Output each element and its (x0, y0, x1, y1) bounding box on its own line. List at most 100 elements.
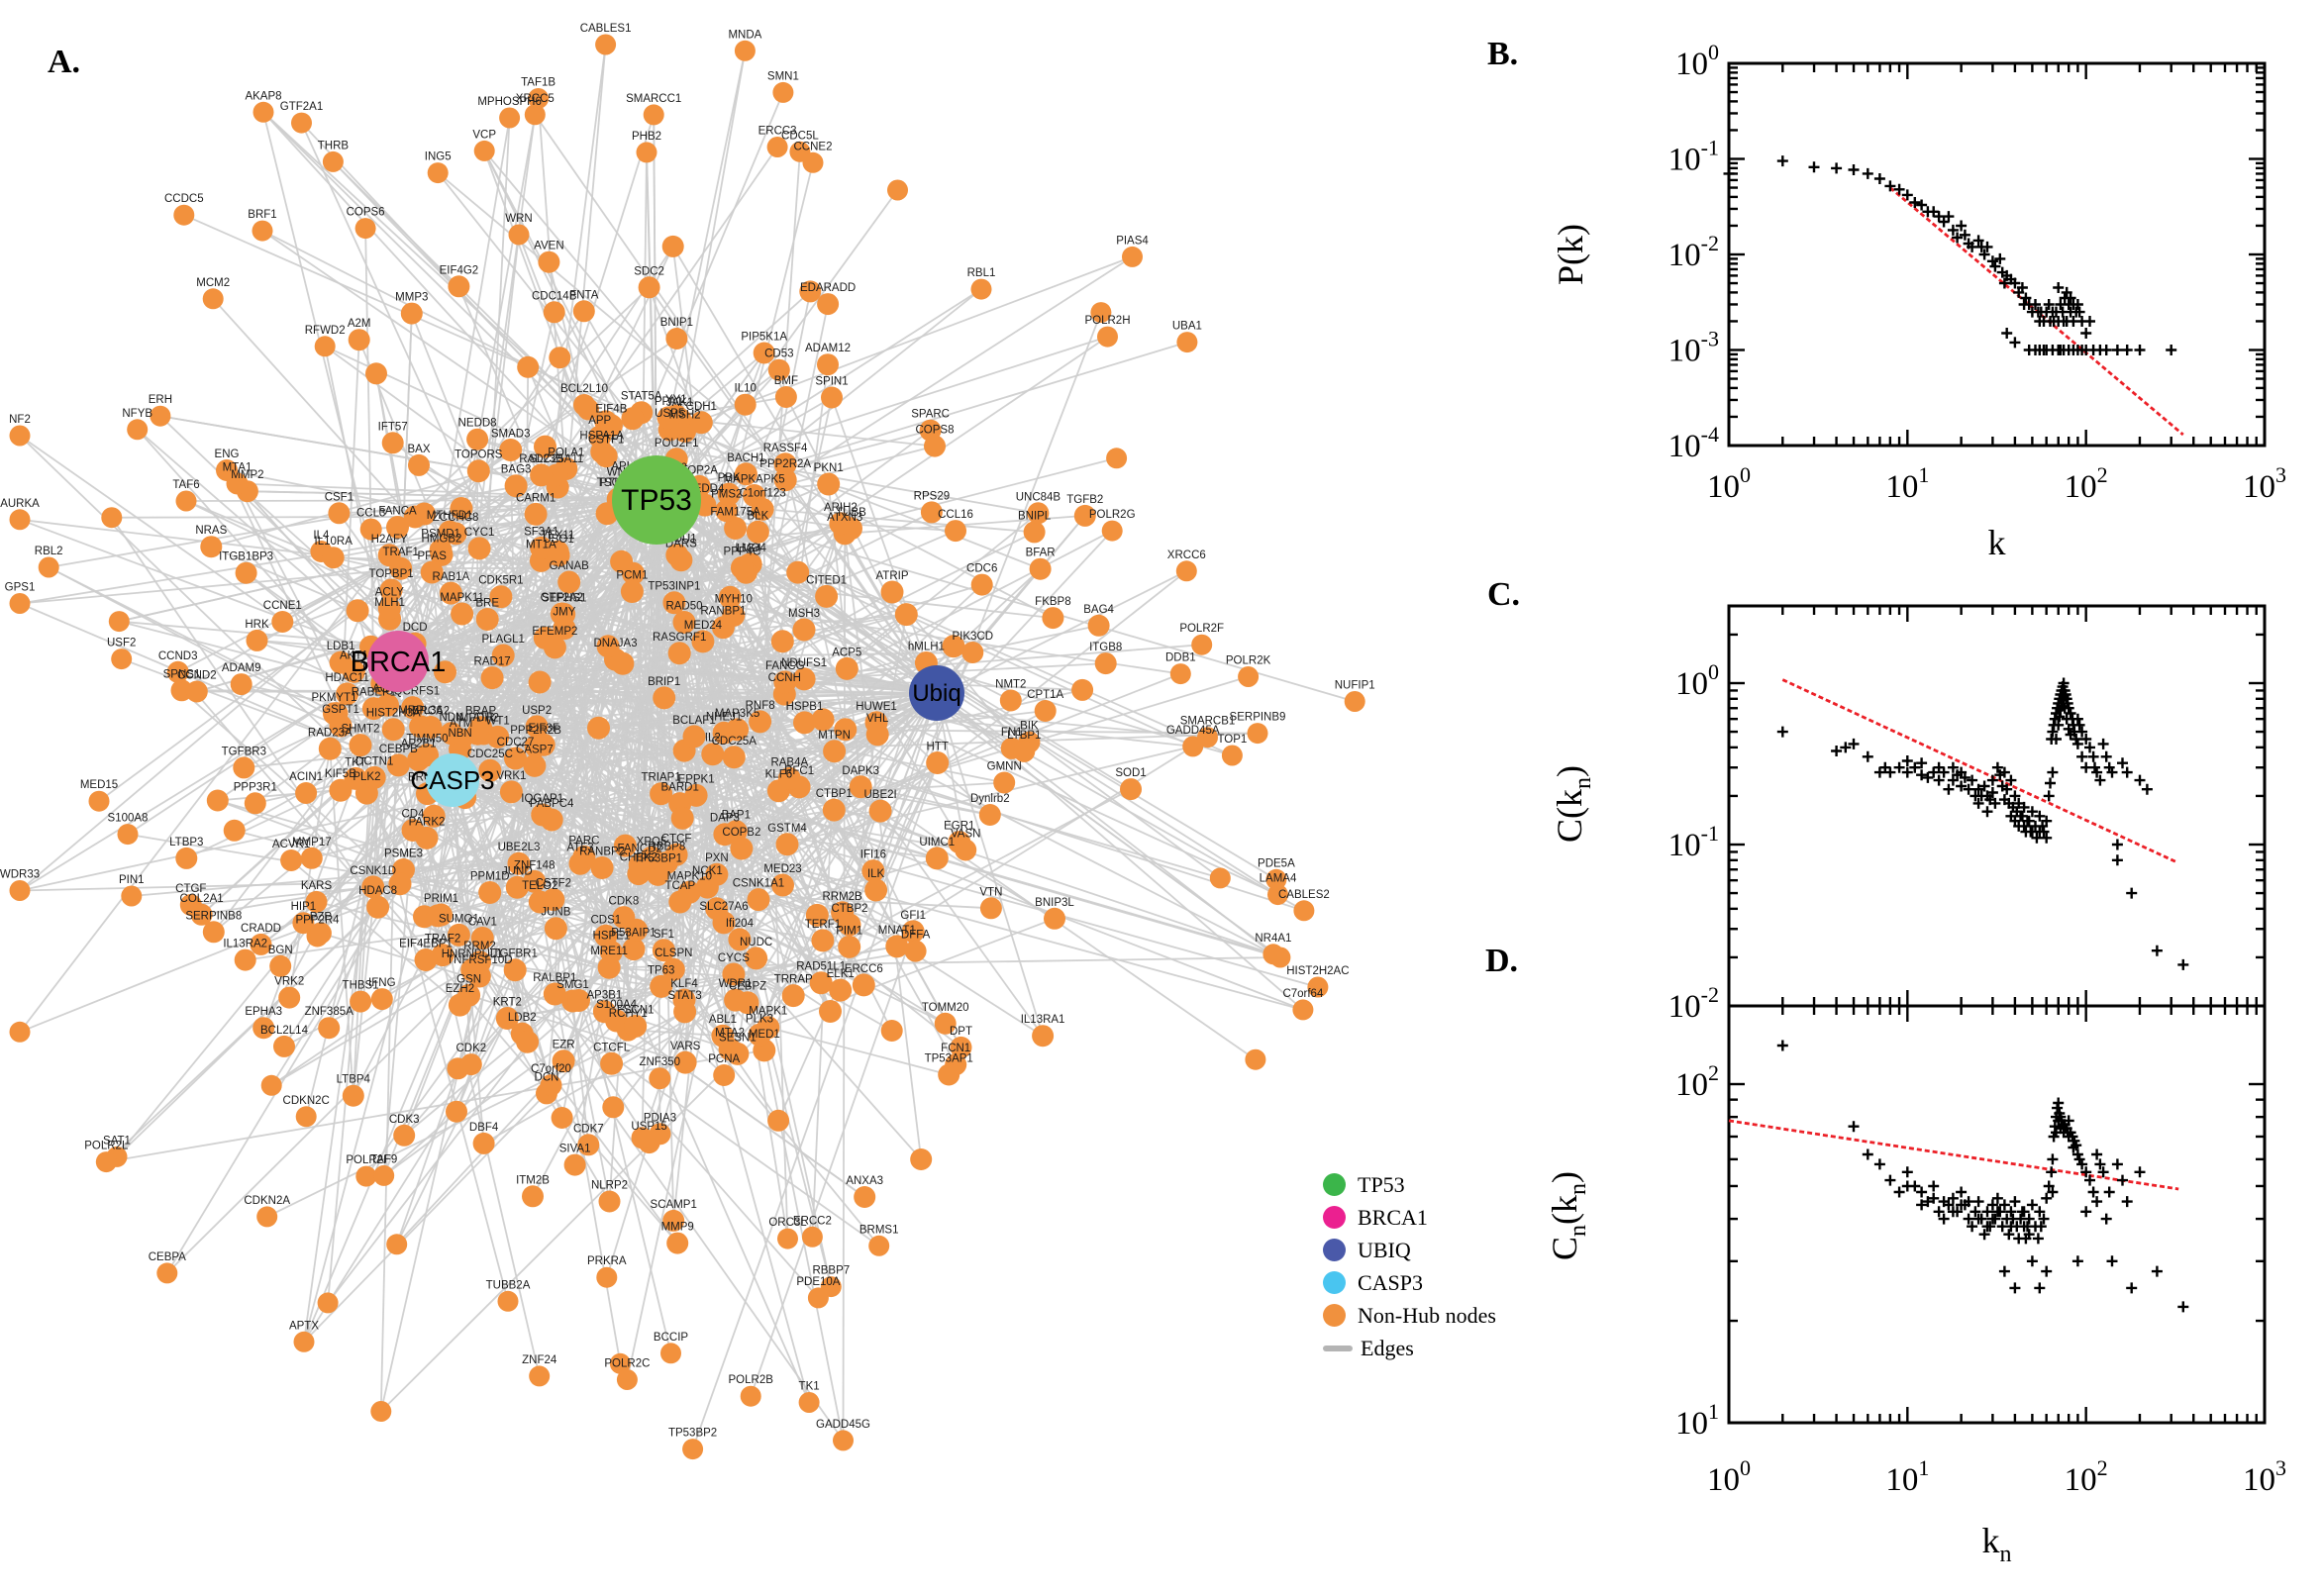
network-node-label: TP53BP1 (634, 852, 682, 864)
network-node-label: PARK2 (409, 816, 446, 828)
network-node-label: KRT2 (493, 997, 522, 1009)
network-node-label: POLR2C (604, 1358, 650, 1370)
network-node (459, 1053, 482, 1076)
network-node (420, 560, 444, 584)
network-node (838, 935, 861, 958)
network-node (945, 520, 966, 543)
network-node-label: MMP3 (395, 292, 428, 304)
network-node-label: GSN (456, 973, 481, 985)
network-node-label: CDC27 (497, 737, 535, 748)
network-node (734, 393, 757, 416)
legend-item: Non-Hub nodes (1323, 1299, 1496, 1332)
network-node (656, 406, 680, 430)
network-node-label: BCL2L14 (260, 1025, 309, 1037)
network-node (910, 1148, 933, 1170)
network-node-label: IQGAP1 (521, 793, 563, 805)
network-node-label: LTBP3 (169, 837, 203, 848)
network-node-label: KARS (301, 880, 333, 892)
network-node (166, 660, 189, 683)
network-node-label: RABEP1 (352, 687, 396, 699)
network-node (600, 1051, 624, 1075)
network-node-label: TKT (345, 756, 366, 768)
x-tick-label: 100 (1707, 1455, 1751, 1498)
network-node (300, 847, 323, 869)
network-node (451, 602, 474, 626)
network-node (226, 472, 249, 495)
network-node (798, 1392, 820, 1413)
network-node-label: PBK (718, 472, 741, 484)
network-node (530, 536, 554, 559)
y-tick-label: 10-2 (1668, 231, 1719, 273)
network-node-label: PIN1 (119, 874, 145, 886)
network-node-label: MAP3K5 (715, 708, 759, 720)
network-node-label: Ifi204 (726, 918, 755, 930)
network-node-label: RAB4A (770, 756, 808, 768)
network-node-label: POLR2K (1226, 655, 1271, 667)
network-node (370, 1401, 392, 1422)
network-node-label: TIMM50 (406, 734, 448, 746)
network-node (730, 837, 754, 860)
network-node-label: POLR2B (729, 1374, 774, 1386)
network-node (650, 974, 673, 998)
network-node (636, 142, 657, 163)
network-node (348, 329, 370, 351)
network-node (495, 1007, 519, 1030)
network-node-label: SPNS1 (163, 668, 201, 680)
network-node-label: TP53INP1 (648, 581, 700, 593)
network-node (978, 804, 1001, 826)
network-node-label: AKAP8 (245, 90, 281, 102)
network-node (448, 275, 470, 298)
y-tick-label: 100 (1675, 40, 1719, 82)
network-node (596, 635, 620, 658)
network-node-label: CDC6 (966, 563, 997, 575)
network-node (1097, 326, 1118, 348)
network-node (865, 723, 889, 747)
network-node (503, 958, 527, 982)
network-node-label: RALBP1 (533, 972, 576, 984)
network-node (815, 584, 839, 608)
network-node-label: FNTA (569, 289, 599, 301)
network-node-label: RRM2B (822, 891, 862, 903)
network-node (1106, 448, 1128, 469)
network-node (1245, 1048, 1266, 1070)
legend-edge-swatch (1323, 1345, 1353, 1351)
network-node-label: TNFRSF10D (447, 954, 512, 966)
network-node-label: MT1A (526, 539, 556, 550)
network-node-label: CCL16 (938, 509, 973, 521)
network-node-label: A2M (348, 318, 371, 330)
network-node (280, 849, 303, 871)
network-node (504, 474, 528, 498)
network-node (544, 917, 567, 941)
network-node-label: PSME3 (384, 848, 423, 860)
network-node (771, 873, 794, 897)
network-node-label: SERPINB8 (185, 910, 242, 922)
network-node-label: VTN (979, 886, 1002, 898)
network-node (705, 862, 729, 886)
network-node (1042, 607, 1064, 630)
legend-item-label: BRCA1 (1358, 1204, 1428, 1230)
y-tick-label: 10-1 (1668, 821, 1719, 863)
network-node (596, 1266, 618, 1288)
network-node (934, 1012, 957, 1035)
network-node (121, 885, 143, 907)
network-node (805, 903, 829, 927)
network-node (724, 517, 748, 540)
network-node-label: AURKA (0, 498, 40, 510)
network-node-label: FANCG (765, 660, 805, 672)
network-node (852, 973, 875, 997)
network-node (361, 697, 385, 721)
network-node-label: CTGF (175, 883, 206, 895)
network-node-label: CARM1 (516, 492, 556, 504)
network-node (1071, 678, 1094, 701)
network-node (95, 1151, 117, 1173)
network-node-label: COL2A1 (180, 893, 224, 905)
network-node (1191, 634, 1213, 655)
network-node-label: PLK2 (353, 771, 380, 783)
network-node-label: CEBPB (379, 744, 418, 755)
network-node-label: BRAP (465, 706, 497, 718)
network-node-label: ADAM9 (222, 662, 261, 674)
network-node-label: SAT1 (103, 1135, 131, 1147)
network-node (381, 718, 405, 742)
network-node-label: DFFA (901, 930, 931, 942)
network-node (1094, 652, 1117, 675)
